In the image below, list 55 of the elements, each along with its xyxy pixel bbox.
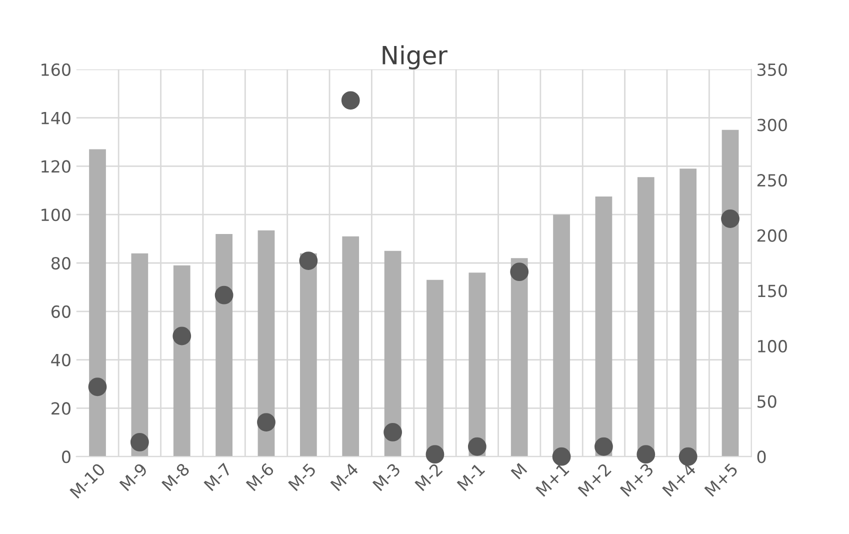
y-tick-label: 80 bbox=[51, 256, 70, 270]
y-tick-label: 0 bbox=[62, 450, 70, 464]
point bbox=[384, 423, 402, 442]
bar bbox=[89, 149, 106, 457]
bar bbox=[510, 258, 528, 457]
point bbox=[721, 210, 740, 228]
point bbox=[257, 413, 276, 432]
y2-tick-label: 350 bbox=[757, 63, 787, 76]
y2-tick-label: 250 bbox=[757, 174, 787, 187]
y-tick-label: 40 bbox=[51, 354, 70, 366]
y-tick-label: 20 bbox=[52, 402, 70, 415]
point bbox=[299, 252, 318, 270]
point bbox=[552, 447, 571, 466]
point bbox=[341, 91, 360, 110]
bar bbox=[131, 253, 148, 457]
y-tick-label: 160 bbox=[42, 63, 70, 76]
y-tick-label: 100 bbox=[42, 208, 70, 222]
x-tick-label: M-5 bbox=[288, 462, 317, 492]
point bbox=[172, 326, 192, 346]
x-tick-label: M-1 bbox=[456, 462, 486, 492]
bar bbox=[595, 196, 612, 457]
y2-tick-label: 200 bbox=[757, 229, 787, 242]
y-tick-label: 140 bbox=[42, 112, 70, 124]
bar bbox=[300, 253, 317, 457]
y-tick-label: 60 bbox=[52, 305, 70, 318]
x-tick-label: M bbox=[510, 462, 528, 480]
y2-tick-label: 300 bbox=[757, 118, 787, 132]
x-tick-label: M-8 bbox=[161, 462, 190, 492]
y2-tick-label: 0 bbox=[757, 450, 766, 464]
point bbox=[678, 447, 698, 466]
point bbox=[214, 286, 234, 304]
point bbox=[426, 445, 444, 464]
y-tick-label: 120 bbox=[42, 160, 70, 173]
bar bbox=[258, 230, 275, 457]
bar bbox=[384, 250, 402, 457]
point bbox=[594, 437, 613, 456]
bar bbox=[722, 130, 739, 457]
y2-tick-label: 100 bbox=[758, 340, 787, 353]
point bbox=[510, 262, 529, 282]
y2-tick-label: 50 bbox=[758, 395, 776, 408]
bar bbox=[468, 272, 486, 457]
bar bbox=[342, 236, 360, 457]
chart-title: Niger bbox=[382, 45, 448, 70]
point bbox=[636, 445, 656, 464]
x-tick-label: M-3 bbox=[372, 462, 401, 492]
x-tick-label: M-6 bbox=[246, 462, 275, 492]
point bbox=[468, 437, 486, 456]
point bbox=[88, 378, 107, 396]
bar bbox=[173, 265, 190, 457]
point bbox=[130, 432, 149, 452]
y2-tick-label: 150 bbox=[758, 284, 787, 298]
x-tick-label: M-4 bbox=[330, 462, 359, 492]
x-tick-label: M-9 bbox=[119, 462, 148, 492]
bar bbox=[216, 234, 232, 457]
x-tick-label: M-2 bbox=[414, 462, 443, 492]
